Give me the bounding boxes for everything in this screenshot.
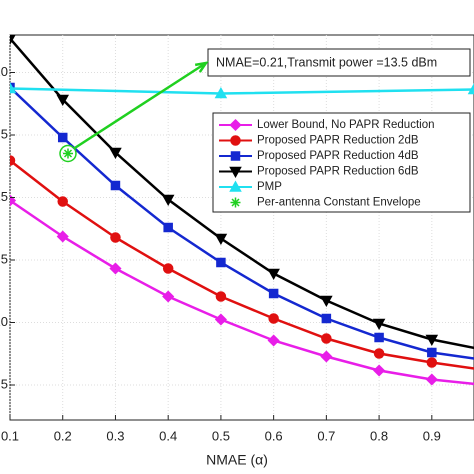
marker (320, 295, 333, 308)
marker (268, 288, 279, 299)
marker (425, 373, 438, 386)
marker (321, 313, 332, 324)
annotation-arrowhead (194, 61, 209, 73)
marker (373, 364, 386, 377)
annotation-box (207, 48, 471, 77)
x-tick-label: 0.6 (265, 428, 283, 443)
marker (374, 332, 384, 343)
marker (268, 313, 279, 324)
marker (320, 350, 333, 363)
marker (372, 318, 386, 331)
x-tick-label: 0.5 (212, 428, 230, 443)
y-tick-label: 20 (0, 64, 8, 79)
y-tick-label: 12.5 (0, 251, 8, 266)
marker (229, 118, 242, 132)
marker (229, 166, 242, 179)
marker (267, 268, 280, 281)
marker (56, 94, 70, 107)
marker (162, 290, 175, 303)
x-tick-label: 0.7 (317, 428, 335, 443)
marker (63, 148, 73, 159)
legend-label: Proposed PAPR Reduction 6dB (257, 166, 419, 178)
annotation: NMAE=0.21,Transmit power =13.5 dBm (73, 48, 471, 150)
marker (373, 348, 385, 359)
marker (427, 347, 437, 358)
x-tick-label: 0.1 (1, 428, 19, 443)
marker (467, 82, 474, 95)
marker (216, 257, 226, 268)
series-line (10, 159, 474, 370)
x-tick-label: 0.4 (159, 428, 177, 443)
marker (214, 86, 228, 99)
marker (214, 233, 228, 246)
legend-label: Per-antenna Constant Envelope (257, 197, 421, 209)
marker (267, 334, 280, 347)
marker (56, 230, 69, 243)
marker (425, 334, 439, 347)
legend: Lower Bound, No PAPR Reduction Proposed P… (212, 112, 471, 213)
marker (161, 194, 175, 207)
y-tick-label: 15 (0, 189, 8, 204)
marker (110, 180, 121, 191)
annotation-arrow (73, 61, 207, 150)
y-tick-label: 10 (0, 314, 8, 329)
series-line (10, 37, 474, 350)
highlight-ring (59, 144, 77, 163)
x-tick-label: 0.2 (54, 428, 72, 443)
x-tick-label: 0.9 (423, 428, 441, 443)
marker (163, 222, 173, 233)
y-tick-label: 17.5 (0, 126, 8, 141)
x-axis-label: NMAE (α) (206, 452, 268, 468)
x-tick-label: 0.3 (106, 428, 124, 443)
marker (214, 313, 227, 326)
legend-label: Proposed PAPR Reduction 2dB (257, 135, 419, 147)
marker (230, 197, 241, 208)
y-tick-label: 7.5 (0, 376, 8, 391)
marker (162, 263, 174, 274)
x-tick-label: 0.8 (370, 428, 388, 443)
marker (10, 81, 17, 94)
legend-label: Proposed PAPR Reduction 4dB (257, 150, 419, 162)
marker (57, 196, 68, 207)
annotation-text: NMAE=0.21,Transmit power =13.5 dBm (216, 55, 437, 69)
marker (229, 180, 242, 192)
marker (110, 232, 121, 243)
marker (10, 155, 16, 166)
marker (109, 262, 122, 275)
legend-label: Lower Bound, No PAPR Reduction (257, 119, 435, 131)
marker (230, 151, 241, 161)
marker (321, 333, 332, 344)
legend-box (212, 112, 471, 213)
marker (230, 135, 241, 146)
marker (426, 357, 438, 368)
legend-label: PMP (257, 181, 282, 193)
marker (215, 291, 227, 302)
marker (57, 132, 68, 143)
marker (10, 35, 16, 46)
marker (109, 147, 122, 160)
series-line (10, 199, 474, 386)
series-line (10, 86, 474, 360)
plot-area (10, 35, 474, 386)
